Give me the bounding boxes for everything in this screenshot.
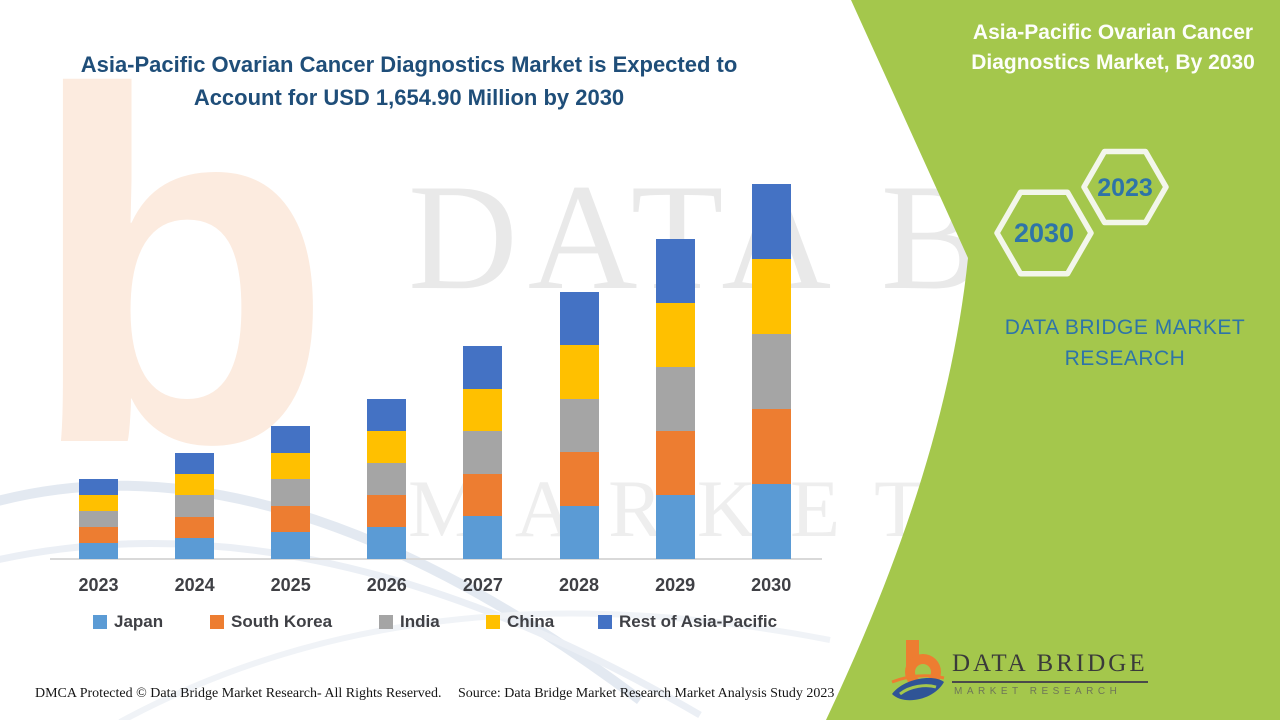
segment-japan-2029 [655,494,695,559]
page-title-line2: Account for USD 1,654.90 Million by 2030 [193,85,625,110]
x-axis-label-2026: 2026 [366,575,407,595]
segment-south-korea-2025 [271,505,311,533]
legend-item-china: China [486,612,554,632]
x-axis-label-2024: 2024 [174,575,215,595]
segment-south-korea-2024 [175,516,215,538]
segment-india-2025 [271,479,311,506]
legend-label-india: India [400,612,440,631]
bar-2025 [271,425,311,559]
legend-label-japan: Japan [114,612,164,631]
legend-label-south-korea: South Korea [231,612,333,631]
segment-south-korea-2029 [655,430,695,495]
legend-item-south-korea: South Korea [210,612,332,632]
brand-text: DATA BRIDGE MARKET RESEARCH [975,312,1275,374]
bar-2026 [367,399,407,559]
segment-japan-2026 [367,526,407,559]
segment-india-2027 [463,431,503,474]
x-axis-label-2028: 2028 [558,575,600,595]
bar-2024 [175,452,215,559]
x-axis-label-2023: 2023 [78,575,119,595]
segment-india-2026 [367,462,407,495]
brand-text-line1: DATA BRIDGE MARKET [1004,316,1246,339]
legend-item-rest-of-asia-pacific: Rest of Asia-Pacific [598,612,777,632]
x-axis-line [50,558,822,560]
segment-south-korea-2028 [559,452,599,506]
segment-rest-of-asia-pacific-2025 [271,425,311,453]
legend-swatch-south-korea [210,615,224,629]
bar-2023 [79,479,118,559]
logo-subtitle: MARKET RESEARCH [954,686,1122,697]
segment-rest-of-asia-pacific-2023 [79,479,118,495]
segment-japan-2027 [463,516,503,559]
segment-rest-of-asia-pacific-2024 [175,452,215,475]
side-panel-title: Asia-Pacific Ovarian Cancer Diagnostics … [971,21,1255,74]
legend-swatch-china [486,615,500,629]
segment-india-2023 [79,510,118,527]
stacked-bar-chart: 2023 2024 2025 2026 2027 2028 2029 2030 [50,184,822,595]
segment-india-2030 [751,334,791,409]
footer-copyright: DMCA Protected © Data Bridge Market Rese… [35,686,442,701]
segment-china-2023 [79,494,118,511]
segment-japan-2024 [175,537,215,559]
segment-china-2030 [751,259,791,334]
x-axis-label-2030: 2030 [751,575,792,595]
segment-rest-of-asia-pacific-2029 [655,239,695,304]
hexagon-2023-label: 2023 [1097,174,1153,202]
legend-swatch-rest-of-asia-pacific [598,615,612,629]
bar-2030 [751,184,791,559]
segment-rest-of-asia-pacific-2026 [367,399,407,431]
legend-item-india: India [379,612,440,632]
segment-china-2025 [271,452,311,480]
segment-rest-of-asia-pacific-2028 [559,292,599,346]
segment-japan-2025 [271,532,311,559]
hexagon-2023 [1081,148,1169,226]
footer-source: Source: Data Bridge Market Research Mark… [458,686,835,701]
segment-india-2029 [655,367,695,431]
legend-label-rest-of-asia-pacific: Rest of Asia-Pacific [619,612,778,631]
segment-japan-2028 [559,505,599,559]
hexagon-2030-label: 2030 [1014,218,1074,248]
segment-india-2024 [175,495,215,517]
data-bridge-logo-icon [891,640,945,701]
hexagon-2030 [994,189,1094,277]
segment-south-korea-2026 [367,494,407,527]
page-title-line1: Asia-Pacific Ovarian Cancer Diagnostics … [80,52,738,77]
segment-china-2026 [367,431,407,463]
x-axis-label-2027: 2027 [462,575,503,595]
legend-swatch-india [379,615,393,629]
segment-rest-of-asia-pacific-2027 [463,345,503,389]
hexagon-graphic: 2030 2023 [994,148,1169,277]
x-axis-label-2025: 2025 [270,575,311,595]
data-bridge-logo: DATA BRIDGE MARKET RESEARCH [890,636,1220,710]
segment-india-2028 [559,398,599,453]
bar-2029 [655,239,695,559]
chart-legend: Japan South Korea India China Rest of Asia-P… [0,612,900,642]
bar-2027 [463,345,503,559]
segment-japan-2030 [751,484,791,559]
brand-text-line2: RESEARCH [1064,347,1186,370]
bar-2028 [559,292,599,559]
segment-china-2028 [559,345,599,399]
segment-south-korea-2030 [751,409,791,484]
legend-item-japan: Japan [93,612,163,632]
x-axis-label-2029: 2029 [655,575,696,595]
segment-china-2027 [463,388,503,432]
segment-south-korea-2027 [463,473,503,517]
page-title: Asia-Pacific Ovarian Cancer Diagnostics … [28,48,790,114]
segment-china-2029 [655,303,695,367]
logo-wordmark: DATA BRIDGE [952,650,1148,683]
legend-label-china: China [507,612,555,631]
segment-rest-of-asia-pacific-2030 [751,184,791,259]
segment-japan-2023 [79,542,118,559]
segment-china-2024 [175,474,215,496]
legend-swatch-japan [93,615,107,629]
segment-south-korea-2023 [79,526,118,543]
